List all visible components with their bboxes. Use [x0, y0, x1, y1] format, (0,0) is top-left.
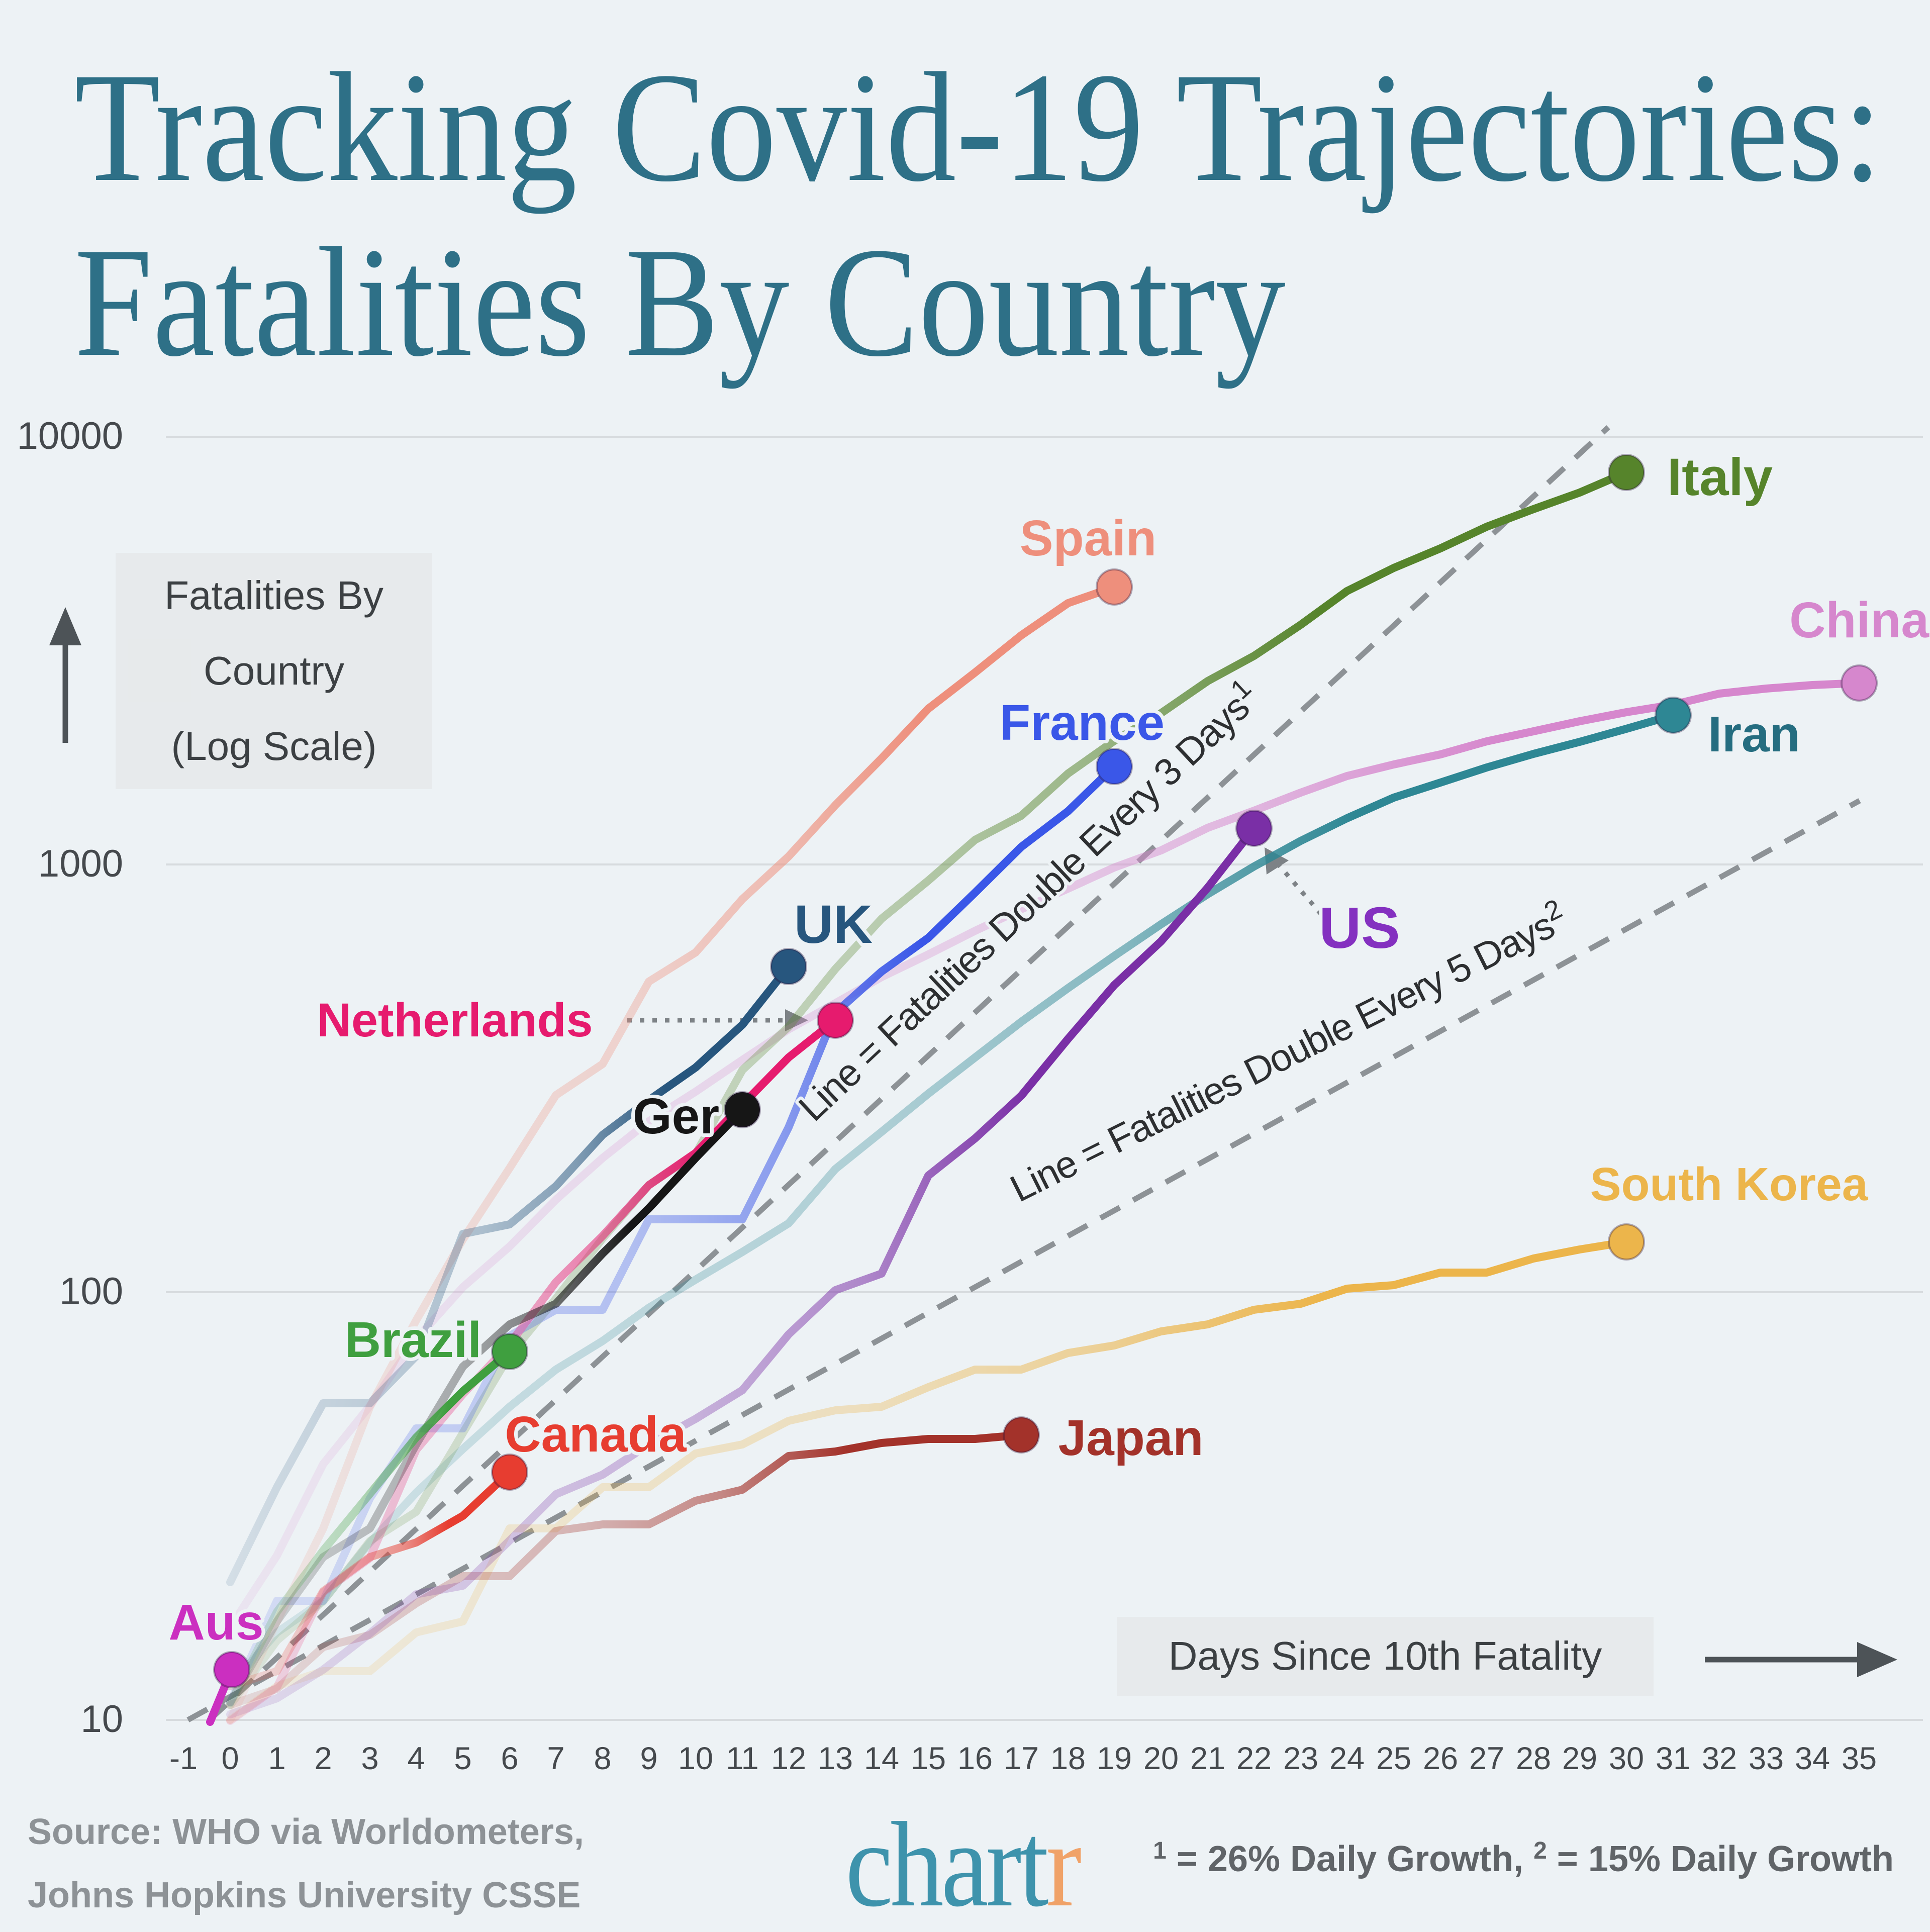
svg-text:35: 35 [1842, 1741, 1877, 1776]
svg-text:22: 22 [1236, 1741, 1272, 1776]
svg-text:Spain: Spain [1020, 510, 1156, 566]
svg-text:Netherlands: Netherlands [317, 994, 593, 1047]
svg-text:South Korea: South Korea [1590, 1158, 1869, 1210]
svg-text:24: 24 [1329, 1741, 1365, 1776]
svg-text:Ger: Ger [633, 1088, 719, 1144]
svg-text:0: 0 [221, 1741, 239, 1776]
svg-text:100: 100 [59, 1270, 123, 1313]
svg-text:23: 23 [1283, 1741, 1318, 1776]
svg-text:28: 28 [1516, 1741, 1551, 1776]
svg-text:30: 30 [1609, 1741, 1644, 1776]
svg-text:10: 10 [678, 1741, 713, 1776]
svg-text:Aus: Aus [169, 1594, 264, 1651]
svg-text:3: 3 [361, 1741, 378, 1776]
svg-text:5: 5 [454, 1741, 471, 1776]
svg-text:9: 9 [640, 1741, 657, 1776]
svg-text:UK: UK [794, 894, 873, 954]
svg-text:1: 1 [268, 1741, 285, 1776]
svg-text:Fatalities By: Fatalities By [164, 573, 383, 618]
svg-text:Line = Fatalities Double Every: Line = Fatalities Double Every 5 Days2 [1001, 893, 1573, 1210]
svg-text:France: France [1000, 695, 1165, 751]
svg-text:Country: Country [204, 648, 344, 693]
svg-text:14: 14 [864, 1741, 899, 1776]
svg-text:-1: -1 [169, 1741, 198, 1776]
svg-text:26: 26 [1423, 1741, 1458, 1776]
svg-text:4: 4 [407, 1741, 425, 1776]
svg-text:10: 10 [80, 1698, 123, 1741]
svg-text:2: 2 [314, 1741, 332, 1776]
svg-text:32: 32 [1702, 1741, 1737, 1776]
svg-text:8: 8 [594, 1741, 611, 1776]
svg-text:1000: 1000 [38, 842, 123, 885]
svg-text:6: 6 [501, 1741, 518, 1776]
svg-text:33: 33 [1749, 1741, 1784, 1776]
svg-text:16: 16 [957, 1741, 993, 1776]
svg-text:Iran: Iran [1708, 706, 1800, 762]
svg-text:(Log Scale): (Log Scale) [171, 724, 376, 768]
svg-text:Canada: Canada [505, 1406, 687, 1463]
svg-text:Italy: Italy [1667, 448, 1773, 507]
svg-text:25: 25 [1376, 1741, 1411, 1776]
svg-text:19: 19 [1097, 1741, 1132, 1776]
svg-text:11: 11 [726, 1741, 758, 1776]
svg-text:Days Since 10th Fatality: Days Since 10th Fatality [1169, 1633, 1602, 1678]
svg-text:20: 20 [1143, 1741, 1179, 1776]
svg-text:China: China [1789, 592, 1929, 648]
svg-text:21: 21 [1190, 1741, 1225, 1776]
svg-text:US: US [1319, 895, 1400, 960]
svg-text:12: 12 [771, 1741, 806, 1776]
svg-text:18: 18 [1050, 1741, 1086, 1776]
svg-text:13: 13 [818, 1741, 853, 1776]
svg-text:29: 29 [1562, 1741, 1597, 1776]
svg-text:17: 17 [1004, 1741, 1039, 1776]
svg-text:Japan: Japan [1058, 1410, 1203, 1466]
svg-text:15: 15 [911, 1741, 946, 1776]
svg-text:27: 27 [1469, 1741, 1504, 1776]
svg-text:Brazil: Brazil [345, 1312, 481, 1368]
svg-text:7: 7 [547, 1741, 564, 1776]
svg-text:31: 31 [1656, 1741, 1691, 1776]
svg-text:10000: 10000 [17, 415, 123, 457]
svg-text:34: 34 [1795, 1741, 1830, 1776]
